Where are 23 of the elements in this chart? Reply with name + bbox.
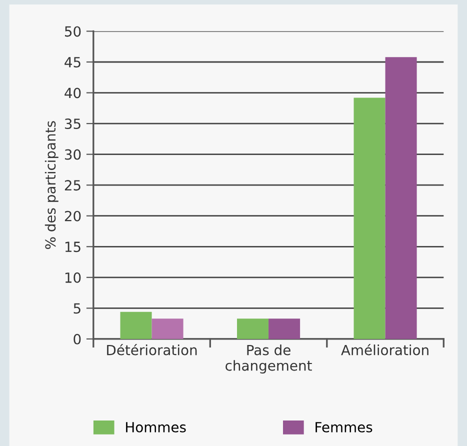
bar [152,318,184,339]
legend-label: Hommes [126,422,186,432]
y-tick-label: 30 [64,149,81,160]
y-tick-label: 15 [65,242,80,252]
x-tick-label: Amélioration [341,344,428,356]
bar [385,57,417,339]
y-tick-label: 45 [64,57,80,68]
x-tick-label: Détérioration [107,344,197,356]
x-tick-label: Pas de changement [226,344,312,374]
legend-label: Femmes [316,422,372,432]
y-tick-label: 25 [64,180,80,191]
y-tick-label: 10 [65,272,81,283]
y-axis-title: % des participants [44,121,58,249]
y-tick-label: 5 [74,303,80,314]
y-tick-label: 0 [74,334,81,344]
bar [120,312,152,339]
y-tick-label: 40 [64,88,81,98]
y-tick-label: 35 [64,118,80,130]
bar [268,318,300,339]
y-tick-label: 50 [64,26,81,37]
bar [237,318,269,339]
y-tick-label: 20 [64,210,81,222]
bar [354,98,386,339]
